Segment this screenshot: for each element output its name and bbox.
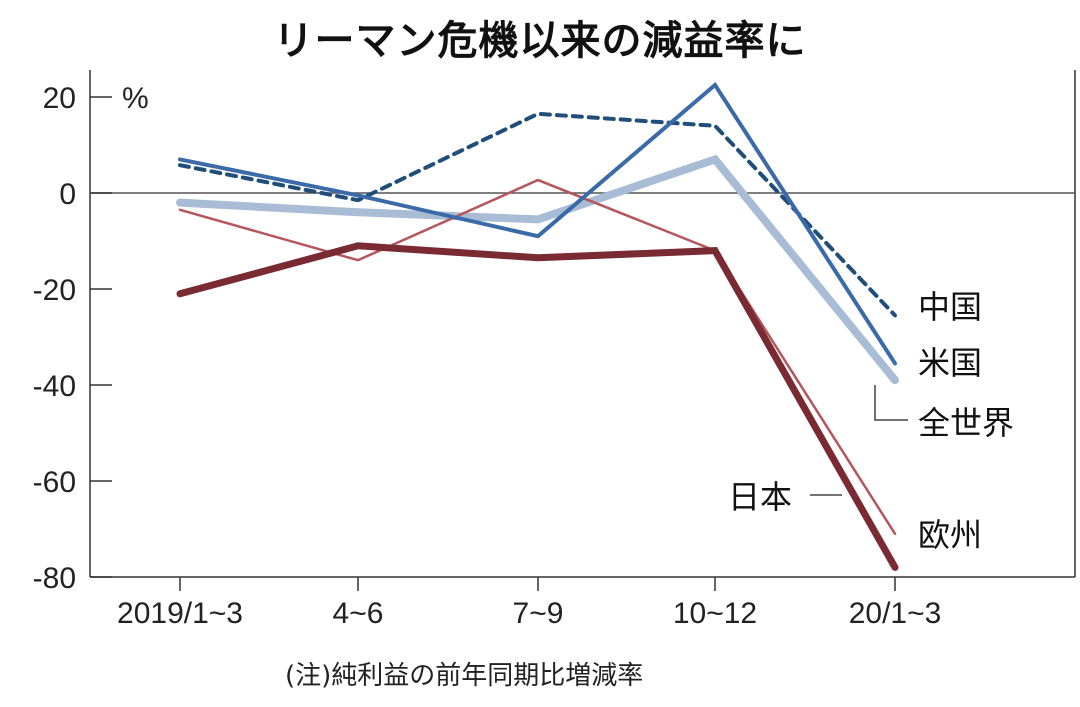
legend-label: 米国: [918, 344, 982, 382]
x-tick-label: 4~6: [333, 597, 384, 630]
x-tick-label: 10~12: [673, 597, 757, 630]
x-tick-label: 7~9: [513, 597, 564, 630]
y-tick-label: -80: [33, 562, 76, 595]
y-tick-label: 20: [43, 82, 76, 115]
chart-note: (注)純利益の前年同期比増減率: [285, 661, 644, 691]
world-leader-line: [874, 385, 908, 421]
series-line-0: [178, 111, 897, 318]
series-line-4: [176, 242, 899, 571]
y-unit-label: %: [122, 82, 149, 115]
chart-title: リーマン危機以来の減益率に: [273, 18, 807, 64]
series-line-1: [178, 81, 897, 366]
legend-label: 中国: [918, 288, 982, 326]
legend-label: 全世界: [918, 404, 1014, 442]
x-tick-label: 20/1~3: [849, 597, 942, 630]
legend-label: 欧州: [918, 516, 982, 554]
legend-label: 日本: [728, 478, 792, 516]
y-tick-label: -60: [33, 466, 76, 499]
y-tick-label: 0: [59, 178, 76, 211]
x-tick-label: 2019/1~3: [117, 597, 243, 630]
y-tick-label: -40: [33, 370, 76, 403]
y-tick-label: -20: [33, 274, 76, 307]
